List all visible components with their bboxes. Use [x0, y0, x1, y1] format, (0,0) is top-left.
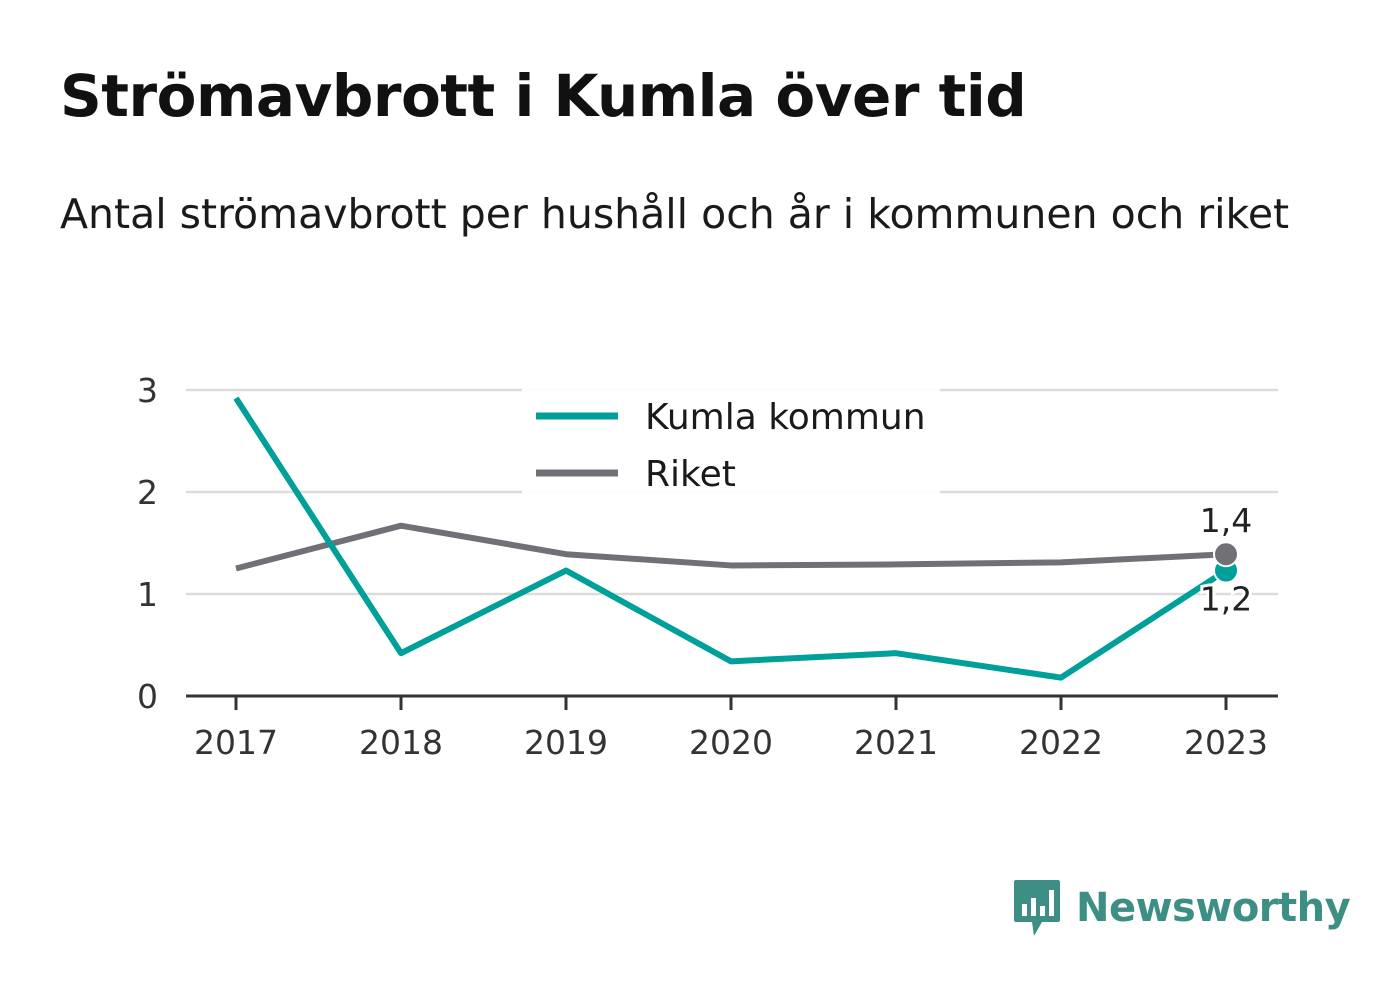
x-tick-label: 2021 [854, 723, 938, 762]
x-tick-label: 2020 [689, 723, 773, 762]
y-tick-label: 3 [137, 371, 158, 410]
newsworthy-logo: Newsworthy [1012, 878, 1351, 938]
chart-subtitle: Antal strömavbrott per hushåll och år i … [60, 190, 1290, 238]
y-tick-label: 1 [137, 575, 158, 614]
y-tick-label: 0 [137, 677, 158, 716]
series-line-riket [235, 522, 1227, 572]
chart-title: Strömavbrott i Kumla över tid [60, 62, 1027, 130]
data-label-kumla: 1,2 [1200, 580, 1252, 619]
x-tick-label: 2017 [194, 723, 278, 762]
series-line-kumla [233, 396, 1228, 681]
end-point-riket [1213, 541, 1239, 568]
legend-label: Riket [645, 454, 736, 495]
x-tick-label: 2023 [1184, 723, 1268, 762]
x-tick-label: 2018 [359, 723, 443, 762]
brand-name: Newsworthy [1076, 885, 1351, 931]
bar-chart-bubble-icon [1014, 880, 1060, 936]
data-label-riket: 1,4 [1200, 501, 1252, 540]
legend-label: Kumla kommun [645, 397, 926, 438]
y-tick-label: 2 [137, 473, 158, 512]
x-tick-label: 2019 [524, 723, 608, 762]
x-tick-label: 2022 [1019, 723, 1103, 762]
